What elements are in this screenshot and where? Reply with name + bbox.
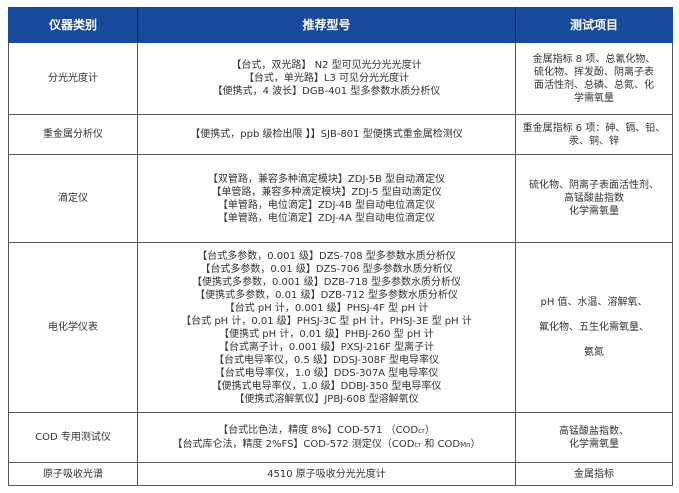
model-line: 【便携式电导率仪，1.0 级】DDBJ-350 型电导率仪 bbox=[211, 380, 442, 392]
category-cell: 原子吸收光谱 bbox=[8, 462, 138, 486]
model-line: 【台式 pH 计，0.01 级】PHSJ-3C 型 pH 计，PHSJ-3E 型… bbox=[181, 315, 472, 327]
test-line: 硫化物、阴离子表面活性剂、 bbox=[529, 180, 659, 191]
table-row: 分光光度计 【台式，双光路】 N2 型可见光分光光度计 【台式，单光路】L3 可见分… bbox=[8, 42, 673, 115]
model-line: 【便携式多参数，0.01 级】DZB-712 型多参数水质分析仪 bbox=[195, 289, 458, 301]
header-tests: 测试项目 bbox=[515, 7, 673, 43]
model-text-part: cr bbox=[414, 440, 422, 449]
model-line: 【单管路，兼容多种滴定模块】ZDJ-5 型自动滴定仪 bbox=[211, 186, 442, 198]
header-models: 推荐型号 bbox=[137, 7, 516, 43]
models-cell: 【台式，双光路】 N2 型可见光分光光度计 【台式，单光路】L3 可见分光光度计【… bbox=[137, 42, 516, 115]
model-line: 【台式多参数，0.01 级】DZS-706 型多参数水质分析仪 bbox=[200, 263, 453, 275]
test-line: 高锰酸盐指数、 bbox=[559, 425, 629, 437]
model-line: 【便携式溶解氧仪】JPBJ-608 型溶解氧仪 bbox=[234, 393, 419, 405]
models-cell: 【双管路，兼容多种滴定模块】ZDJ-5B 型自动滴定仪 【单管路，兼容多种滴定模块… bbox=[137, 154, 516, 243]
model-text-part: 【台式比色法，精度 8%】COD-571 （COD bbox=[218, 424, 419, 436]
table-row: 重金属分析仪 【便携式，ppb 级检出限 】】SJB-801 型便携式重金属检测仪… bbox=[8, 114, 673, 155]
model-line: 【便携式 pH 计，0.01 级】PHBJ-260 型 pH 计 bbox=[219, 328, 434, 340]
category-cell: COD 专用测试仪 bbox=[8, 412, 138, 463]
model-line: 【台式，单光路】L3 可见分光光度计 bbox=[243, 73, 410, 84]
test-line: pH 值、水温、溶解氧、 bbox=[540, 297, 648, 308]
test-line: 金属指标 bbox=[574, 468, 614, 480]
model-line: 【台式电导率仪，0.5 级】DDSJ-308F 型电导率仪 bbox=[213, 354, 440, 366]
model-text-part: cr bbox=[418, 426, 425, 435]
header-category: 仪器类别 bbox=[8, 7, 138, 43]
model-text-part: ） bbox=[424, 424, 435, 436]
category-cell: 滴定仪 bbox=[8, 154, 138, 243]
model-line: 【双管路，兼容多种滴定模块】ZDJ-5B 型自动滴定仪 bbox=[207, 173, 446, 185]
test-line: 高锰酸盐指数 bbox=[564, 193, 624, 204]
test-line: 化学需氧量 bbox=[569, 438, 619, 450]
model-line: 【台式库仑法，精度 2%FS】COD-572 测定仪（CODcr 和 CODMn… bbox=[142, 438, 511, 452]
model-line: 4510 原子吸收分光光度计 bbox=[267, 468, 386, 480]
tests-cell: 高锰酸盐指数、 化学需氧量 bbox=[515, 412, 673, 463]
test-line: 汞、铜、锌 bbox=[569, 135, 619, 147]
tests-cell: 金属指标 bbox=[515, 462, 673, 486]
tests-cell: 金属指标 8 项、总氰化物、 硫化物、挥发酚、阴离子表 面活性剂、总磷、总氮、化 学需… bbox=[515, 42, 673, 115]
model-text-part: ） bbox=[470, 438, 481, 450]
test-line: 金属指标 8 项、总氰化物、 bbox=[532, 53, 656, 65]
models-cell: 【台式比色法，精度 8%】COD-571 （CODcr） 【台式库仑法，精度 2%… bbox=[137, 412, 516, 463]
test-line: 重金属指标 6 项：砷、镉、铅、 bbox=[522, 122, 666, 134]
model-line: 【台式，双光路】 N2 型可见光分光光度计 bbox=[231, 60, 422, 71]
model-line: 【便携式多参数，0.001 级】DZB-718 型多参数水质分析仪 bbox=[191, 276, 462, 288]
model-text-part: Mn bbox=[460, 440, 471, 449]
models-cell: 4510 原子吸收分光光度计 bbox=[137, 462, 516, 486]
model-line: 【台式 pH 计，0.001 级】PHSJ-4F 型 pH 计 bbox=[224, 302, 429, 314]
test-line: 氨氮 bbox=[584, 347, 604, 358]
model-line: 【便携式，4 波长】DGB-401 型多参数水质分析仪 bbox=[212, 86, 441, 97]
test-line: 化学需氧量 bbox=[569, 206, 619, 217]
models-cell: 【台式多参数，0.001 级】DZS-708 型多参数水质分析仪 【台式多参数，0… bbox=[137, 242, 516, 413]
instrument-table: 仪器类别 推荐型号 测试项目 分光光度计 【台式，双光路】 N2 型可见光分光光度… bbox=[8, 7, 673, 486]
table-row: COD 专用测试仪 【台式比色法，精度 8%】COD-571 （CODcr） 【台式… bbox=[8, 412, 673, 463]
category-cell: 分光光度计 bbox=[8, 42, 138, 115]
model-line: 【便携式，ppb 级检出限 】】SJB-801 型便携式重金属检测仪 bbox=[190, 129, 463, 140]
tests-cell: pH 值、水温、溶解氧、 氟化物、五生化需氧量、 氨氮 bbox=[515, 242, 673, 413]
model-text-part: 【台式库仑法，精度 2%FS】COD-572 测定仪（COD bbox=[172, 438, 415, 450]
test-line: 硫化物、挥发酚、阴离子表 bbox=[534, 66, 654, 78]
models-cell: 【便携式，ppb 级检出限 】】SJB-801 型便携式重金属检测仪 bbox=[137, 114, 516, 155]
model-text-part: 和 COD bbox=[421, 438, 461, 450]
model-line: 【台式电导率仪，1.0 级】DDS-307A 型电导率仪 bbox=[214, 367, 439, 379]
table-row: 滴定仪 【双管路，兼容多种滴定模块】ZDJ-5B 型自动滴定仪 【单管路，兼容多种滴… bbox=[8, 154, 673, 243]
model-line: 【台式离子计，0.001 级】PXSJ-216F 型离子计 bbox=[218, 341, 435, 353]
model-line: 【单管路，电位滴定】ZDJ-4B 型自动电位滴定仪 bbox=[217, 199, 436, 211]
table-row: 电化学仪表 【台式多参数，0.001 级】DZS-708 型多参数水质分析仪 【台式… bbox=[8, 242, 673, 413]
category-cell: 重金属分析仪 bbox=[8, 114, 138, 155]
table-row: 原子吸收光谱 4510 原子吸收分光光度计 金属指标 bbox=[8, 462, 673, 486]
tests-cell: 硫化物、阴离子表面活性剂、 高锰酸盐指数 化学需氧量 bbox=[515, 154, 673, 243]
model-line: 【台式比色法，精度 8%】COD-571 （CODcr） bbox=[142, 424, 511, 438]
tests-cell: 重金属指标 6 项：砷、镉、铅、 汞、铜、锌 bbox=[515, 114, 673, 155]
model-line: 【台式多参数，0.001 级】DZS-708 型多参数水质分析仪 bbox=[197, 250, 456, 262]
table-header-row: 仪器类别 推荐型号 测试项目 bbox=[8, 7, 673, 43]
test-line: 学需氧量 bbox=[574, 92, 614, 104]
category-cell: 电化学仪表 bbox=[8, 242, 138, 413]
model-line: 【单管路，电位滴定】ZDJ-4A 型自动电位滴定仪 bbox=[217, 212, 436, 224]
test-line: 面活性剂、总磷、总氮、化 bbox=[534, 79, 654, 91]
test-line: 氟化物、五生化需氧量、 bbox=[539, 322, 649, 333]
